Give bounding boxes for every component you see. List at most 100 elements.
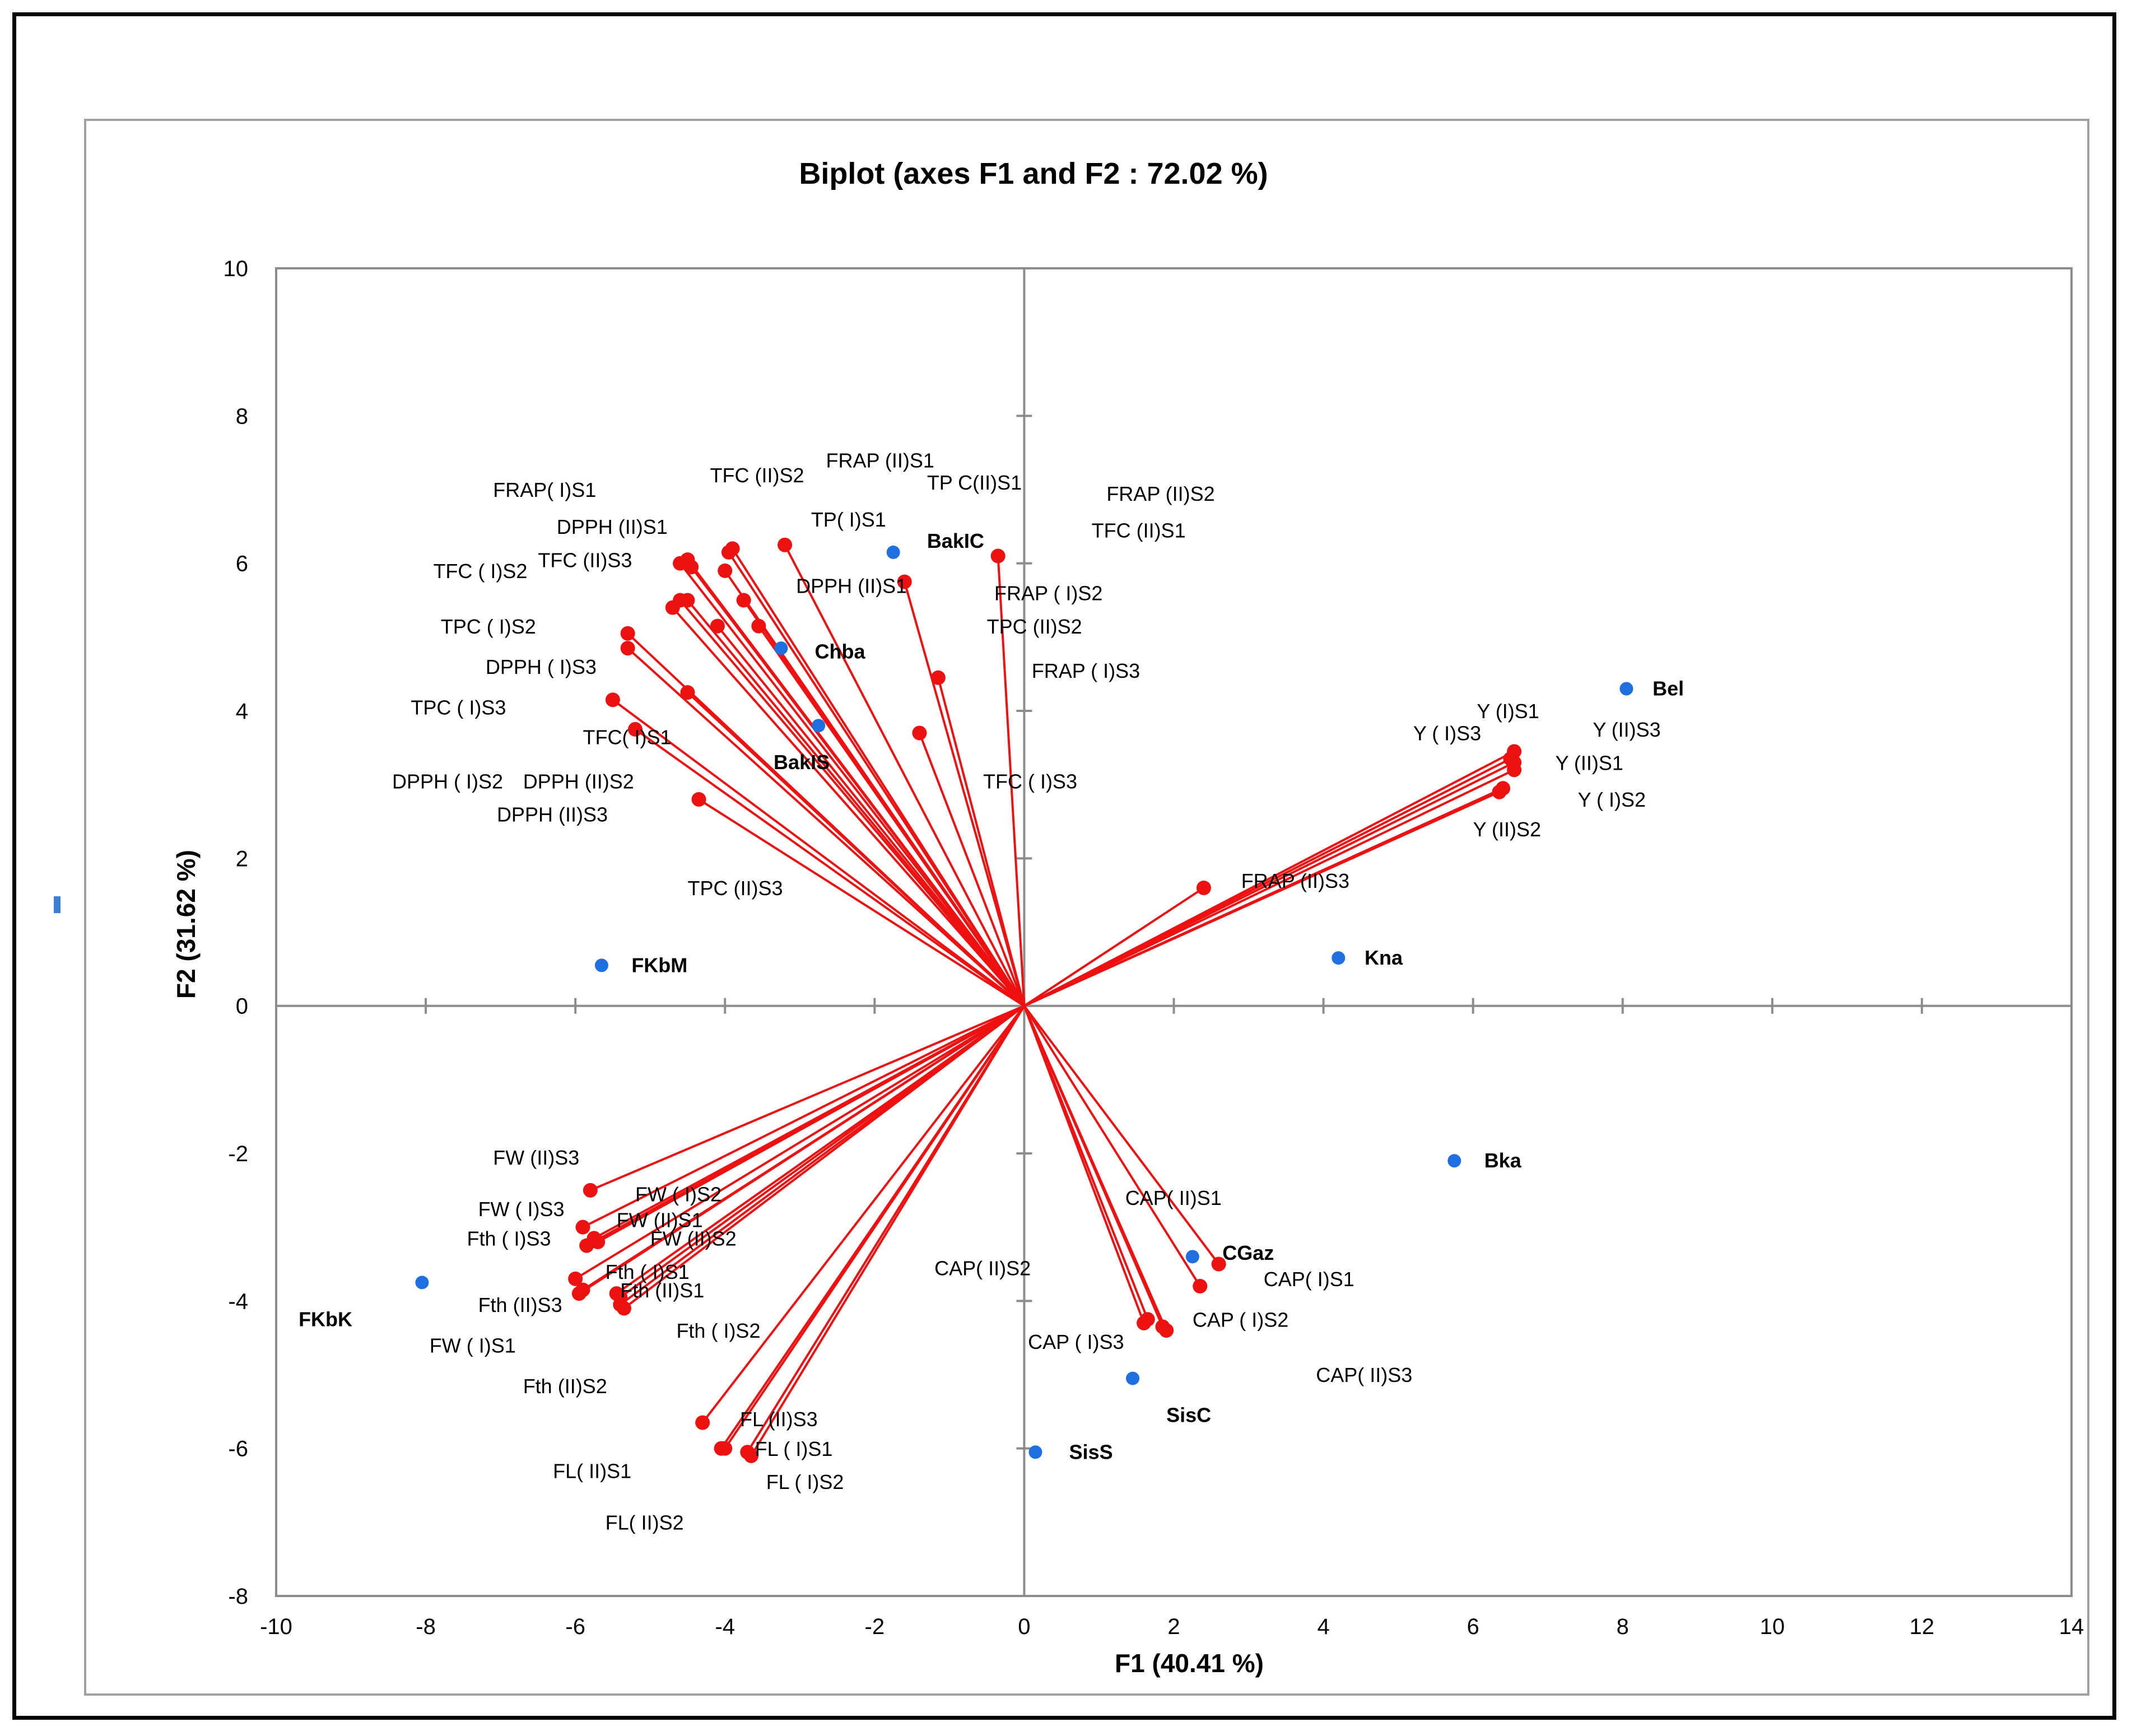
y-tick-label: 4 (236, 699, 248, 724)
variable-label: TFC ( I)S2 (433, 560, 527, 583)
observation-label: SisC (1166, 1403, 1211, 1426)
variable-label: CAP( II)S1 (1125, 1186, 1222, 1209)
variable-label: TP( I)S1 (811, 508, 886, 531)
variable-label: FRAP ( I)S2 (994, 582, 1102, 605)
observation-point (774, 641, 788, 655)
variable-vector (750, 1005, 1026, 1456)
variable-vector (690, 566, 1026, 1007)
variable-label: TFC (II)S3 (538, 548, 632, 571)
variable-vector (627, 647, 1025, 1007)
variable-point (930, 670, 946, 685)
variable-label: TPC (II)S2 (987, 615, 1082, 638)
variable-point (684, 560, 699, 575)
x-tick-label: 4 (1317, 1614, 1329, 1639)
y-tick-label: 6 (236, 552, 248, 576)
variable-point (1159, 1323, 1174, 1338)
variable-label: Y (II)S2 (1473, 818, 1541, 841)
variable-label: Y (II)S1 (1556, 751, 1623, 774)
x-tick-label: -8 (416, 1614, 436, 1639)
variable-vector (724, 1005, 1026, 1449)
variable-point (665, 600, 680, 615)
y-tick-label: 8 (236, 404, 248, 429)
variable-point (1507, 762, 1522, 778)
variable-label: FL( II)S1 (553, 1459, 631, 1482)
variable-vector (686, 599, 1025, 1007)
variable-vector (701, 1005, 1025, 1423)
observation-label: BakIS (774, 751, 830, 774)
variable-point (616, 1301, 631, 1316)
variable-label: FL( II)S2 (606, 1511, 684, 1534)
variable-point (1211, 1256, 1226, 1272)
variable-label: Fth (II)S1 (620, 1279, 704, 1302)
y-tick-label: -8 (228, 1584, 248, 1609)
variable-label: TFC (II)S1 (1092, 519, 1186, 542)
variable-vector (623, 1005, 1025, 1310)
variable-label: FL (II)S3 (740, 1408, 818, 1431)
variable-point (613, 1290, 628, 1305)
observation-label: Bka (1484, 1149, 1522, 1172)
variable-vector (997, 556, 1026, 1006)
y-tick-label: 10 (224, 257, 249, 281)
variable-label: TFC( I)S1 (583, 725, 672, 748)
y-axis-title: F2 (31.62 %) (171, 850, 201, 999)
y-tick-label: 2 (236, 846, 248, 871)
variable-vector (1023, 769, 1515, 1007)
variable-vector (582, 1004, 1025, 1228)
observation-label: FKbM (631, 953, 687, 976)
variable-label: Fth ( I)S1 (606, 1260, 690, 1283)
x-tick-label: -6 (565, 1614, 585, 1639)
variable-vector (672, 607, 1025, 1007)
variable-label: TPC ( I)S2 (441, 615, 536, 638)
x-tick-label: -10 (260, 1614, 292, 1639)
variable-point (990, 548, 1006, 564)
variable-label: DPPH ( I)S3 (486, 655, 597, 678)
variable-label: TP C(II)S1 (927, 471, 1022, 494)
observation-point (1185, 1250, 1199, 1264)
variable-label: TPC ( I)S3 (411, 696, 506, 719)
variable-point (1196, 881, 1211, 895)
variable-label: Y (II)S3 (1593, 718, 1660, 741)
variable-label: CAP( I)S1 (1264, 1268, 1354, 1291)
variable-label: DPPH (II)S1 (796, 574, 907, 597)
x-tick-label: 0 (1018, 1614, 1030, 1639)
variable-label: FW ( I)S3 (478, 1198, 565, 1221)
variable-vector (728, 551, 1026, 1007)
observation-label: Bel (1652, 677, 1684, 700)
variable-vector (918, 732, 1026, 1007)
variable-label: Fth (II)S2 (523, 1375, 607, 1398)
observation-label: SisS (1069, 1440, 1113, 1463)
variable-label: DPPH (II)S1 (557, 515, 668, 538)
x-axis-title: F1 (40.41 %) (1115, 1649, 1264, 1678)
variable-point (579, 1238, 594, 1253)
variable-point (568, 1271, 583, 1286)
variable-vector (634, 728, 1025, 1007)
variable-point (721, 544, 736, 560)
observation-point (1619, 682, 1633, 696)
variable-vector (575, 1004, 1025, 1280)
variable-point (620, 641, 635, 656)
variable-point (710, 618, 725, 634)
variable-vector (687, 691, 1025, 1007)
variable-label: FW (II)S1 (617, 1209, 703, 1232)
variable-vector (612, 699, 1025, 1007)
variable-point (897, 574, 912, 589)
observation-label: Chba (815, 640, 866, 663)
variable-label: CAP ( I)S3 (1028, 1330, 1124, 1353)
x-tick-label: -4 (715, 1614, 735, 1639)
variable-point (628, 722, 643, 737)
variable-point (680, 685, 695, 700)
variable-label: FRAP (II)S2 (1106, 482, 1214, 505)
y-tick-label: -6 (228, 1437, 248, 1462)
x-tick-label: 14 (2059, 1614, 2084, 1639)
variable-vector (903, 581, 1026, 1007)
plot-area-border (275, 267, 2073, 1597)
variable-vector (698, 798, 1025, 1007)
variable-label: TPC (II)S3 (687, 877, 783, 900)
variable-vector (784, 544, 1026, 1007)
x-tick-label: 8 (1617, 1614, 1629, 1639)
variable-vector (1023, 887, 1205, 1007)
observation-point (1332, 951, 1346, 965)
variable-point (691, 792, 706, 807)
x-tick-label: -2 (865, 1614, 885, 1639)
